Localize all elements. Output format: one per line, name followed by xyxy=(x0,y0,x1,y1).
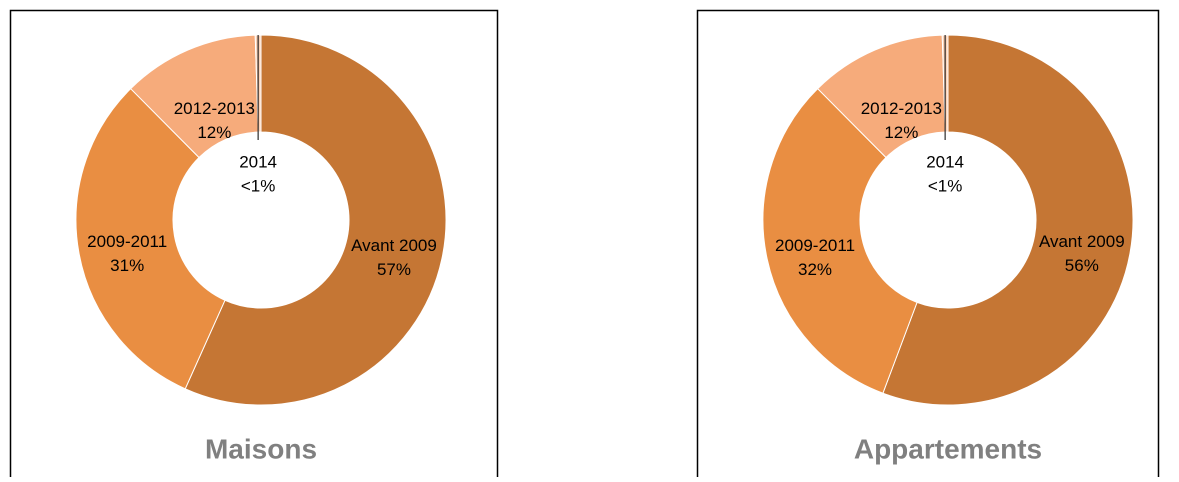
data-label-value: 12% xyxy=(884,123,918,142)
data-label-value: 57% xyxy=(377,260,411,279)
donut-slice xyxy=(762,87,918,394)
chart-frame xyxy=(696,9,1160,477)
data-label-name: 2009-2011 xyxy=(87,232,167,251)
donut-slice xyxy=(75,87,226,390)
data-label-value: 31% xyxy=(110,256,144,275)
data-label-value: <1% xyxy=(241,176,276,195)
data-label-name: 2009-2011 xyxy=(775,236,855,255)
data-label-name: Avant 2009 xyxy=(351,236,437,255)
chart-title: Maisons xyxy=(205,433,317,464)
donut-slice xyxy=(184,34,447,406)
data-label-name: 2014 xyxy=(239,152,277,171)
data-label-value: 56% xyxy=(1065,256,1099,275)
donut-slice xyxy=(882,34,1134,406)
data-label-name: 2014 xyxy=(926,152,964,171)
data-label-value: 32% xyxy=(798,260,832,279)
data-label-value: <1% xyxy=(928,176,963,195)
data-label-name: 2012-2013 xyxy=(174,99,255,118)
data-label-value: 12% xyxy=(197,123,231,142)
data-label-name: Avant 2009 xyxy=(1039,232,1125,251)
chart-title: Appartements xyxy=(854,433,1042,464)
chart-frame xyxy=(9,9,499,477)
data-label-name: 2012-2013 xyxy=(861,99,942,118)
